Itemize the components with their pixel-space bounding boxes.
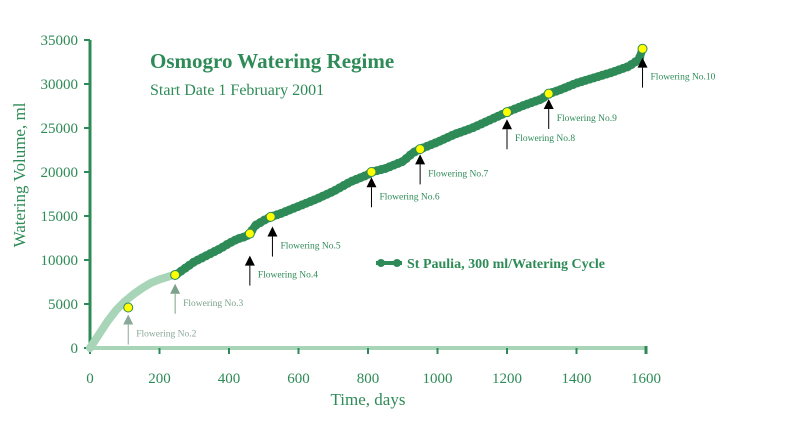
annotation-label: Flowering No.2 — [136, 330, 196, 340]
flowering-point — [265, 211, 276, 222]
flowering-point — [502, 107, 512, 118]
flowering-point — [244, 228, 255, 239]
legend: St Paulia, 300 ml/Watering Cycle — [376, 257, 605, 272]
annotation-label: Flowering No.6 — [379, 192, 439, 202]
annotation-label: Flowering No.4 — [258, 271, 318, 281]
x-tick-label: 1600 — [631, 371, 661, 387]
x-tick-label: 0 — [86, 371, 94, 387]
flowering-point — [366, 167, 377, 177]
y-tick-label: 35000 — [41, 33, 79, 49]
series-line-early — [86, 270, 181, 352]
y-tick-label: 20000 — [41, 165, 79, 181]
annotation-layer: Flowering No.2 Flowering No.3 Flowering No… — [123, 57, 716, 345]
flowering-point — [637, 43, 648, 54]
annotation-label: Flowering No.3 — [183, 299, 243, 309]
x-tick-label: 600 — [287, 371, 310, 387]
x-tick-label: 1400 — [562, 371, 592, 387]
annotation-arrowhead — [267, 226, 278, 237]
annotation-label: Flowering No.9 — [557, 114, 617, 124]
annotation-arrowhead — [170, 283, 181, 294]
annotation-arrowhead — [637, 57, 648, 68]
chart-subtitle: Start Date 1 February 2001 — [150, 82, 324, 99]
y-tick-label: 5000 — [48, 297, 78, 313]
x-tick-label: 200 — [148, 371, 171, 387]
y-axis-title: Watering Volume, ml — [10, 102, 29, 247]
y-tick-label: 30000 — [41, 77, 79, 93]
y-tick-label: 10000 — [41, 253, 79, 269]
x-tick-label: 800 — [357, 371, 380, 387]
y-tick-label: 0 — [71, 341, 79, 357]
chart-title: Osmogro Watering Regime — [150, 49, 394, 73]
series-layer — [86, 43, 648, 352]
legend-marker — [393, 259, 401, 267]
annotation-label: Flowering No.7 — [428, 169, 488, 179]
annotation-arrowhead — [502, 119, 512, 130]
flowering-point — [170, 269, 181, 280]
flowering-point — [543, 88, 554, 99]
x-tick-label: 400 — [218, 371, 241, 387]
legend-label: St Paulia, 300 ml/Watering Cycle — [407, 257, 605, 272]
annotation-label: Flowering No.5 — [280, 242, 340, 252]
y-tick-label: 15000 — [41, 209, 79, 225]
x-axis-title: Time, days — [331, 390, 406, 409]
annotation-label: Flowering No.10 — [651, 73, 716, 83]
axes: 0 5000 10000 15000 20000 25000 30000 35000 0 200 4… — [41, 33, 662, 387]
flowering-point — [415, 144, 426, 155]
legend-marker — [377, 259, 385, 267]
annotation-arrowhead — [366, 177, 377, 188]
annotation-arrowhead — [123, 314, 134, 325]
annotation-arrowhead — [244, 255, 255, 266]
flowering-point — [123, 302, 134, 313]
annotation-label: Flowering No.8 — [515, 134, 575, 144]
x-tick-label: 1200 — [492, 371, 522, 387]
annotation-arrowhead — [415, 154, 426, 165]
y-tick-label: 25000 — [41, 121, 79, 137]
x-tick-label: 1000 — [423, 371, 453, 387]
annotation-arrowhead — [543, 98, 554, 109]
